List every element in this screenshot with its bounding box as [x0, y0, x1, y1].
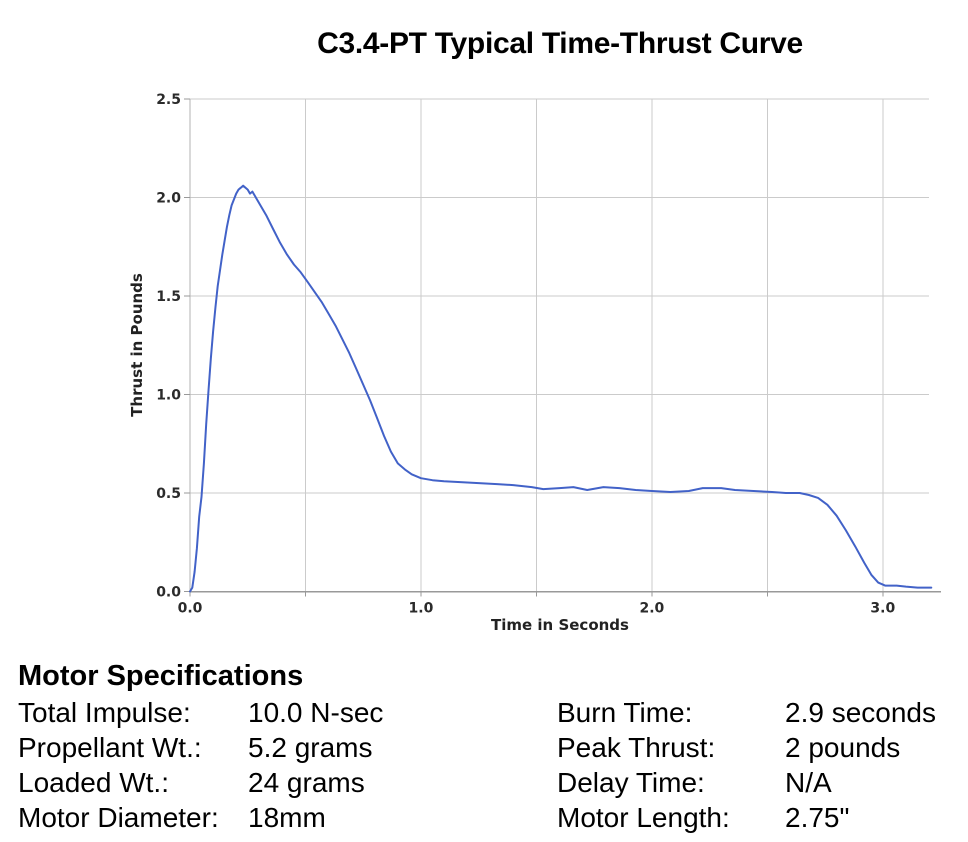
- y-axis-title: Thrust in Pounds: [128, 273, 146, 417]
- specs-header: Motor Specifications: [18, 660, 304, 692]
- x-tick-label: 2.0: [639, 601, 664, 617]
- spec-label: Motor Length:: [557, 802, 730, 833]
- spec-value: 18mm: [248, 802, 326, 833]
- spec-row-motor-diameter: Motor Diameter: 18mm: [18, 800, 518, 835]
- spec-row-delay-time: Delay Time: N/A: [557, 765, 968, 800]
- spec-label: Motor Diameter:: [18, 802, 219, 833]
- spec-value: 5.2 grams: [248, 732, 373, 763]
- y-tick-label: 2.5: [156, 92, 181, 108]
- spec-value: 2.75": [785, 802, 850, 833]
- spec-label: Propellant Wt.:: [18, 732, 202, 763]
- x-tick-label: 3.0: [870, 601, 895, 617]
- y-tick-label: 0.5: [156, 486, 181, 502]
- x-tick-label: 1.0: [409, 601, 434, 617]
- x-axis-title: Time in Seconds: [491, 616, 629, 634]
- specs-column-right: Burn Time: 2.9 seconds Peak Thrust: 2 po…: [557, 695, 968, 835]
- y-tick-label: 1.0: [156, 388, 181, 404]
- spec-label: Delay Time:: [557, 767, 705, 798]
- spec-row-total-impulse: Total Impulse: 10.0 N-sec: [18, 695, 518, 730]
- y-tick-label: 1.5: [156, 289, 181, 305]
- spec-value: 2.9 seconds: [785, 697, 936, 728]
- spec-row-loaded-wt: Loaded Wt.: 24 grams: [18, 765, 518, 800]
- spec-row-propellant-wt: Propellant Wt.: 5.2 grams: [18, 730, 518, 765]
- y-tick-label: 2.0: [156, 191, 181, 207]
- thrust-curve-line: [189, 184, 933, 593]
- spec-value: N/A: [785, 767, 832, 798]
- time-thrust-chart: 0.0 0.5 1.0 1.5 2.0 2.5 0.0 1.0 2.0 3.0: [156, 92, 941, 617]
- spec-value: 24 grams: [248, 767, 365, 798]
- spec-label: Loaded Wt.:: [18, 767, 169, 798]
- spec-label: Total Impulse:: [18, 697, 191, 728]
- spec-value: 10.0 N-sec: [248, 697, 384, 728]
- spec-value: 2 pounds: [785, 732, 901, 763]
- x-tick-label: 0.0: [178, 601, 203, 617]
- y-tick-label: 0.0: [156, 585, 181, 601]
- spec-row-peak-thrust: Peak Thrust: 2 pounds: [557, 730, 968, 765]
- spec-label: Burn Time:: [557, 697, 693, 728]
- motor-specifications: Motor Specifications Total Impulse: 10.0…: [18, 658, 958, 833]
- spec-label: Peak Thrust:: [557, 732, 716, 763]
- specs-column-left: Total Impulse: 10.0 N-sec Propellant Wt.…: [18, 695, 518, 835]
- spec-row-burn-time: Burn Time: 2.9 seconds: [557, 695, 968, 730]
- spec-row-motor-length: Motor Length: 2.75": [557, 800, 968, 835]
- chart-title: C3.4-PT Typical Time-Thrust Curve: [317, 27, 803, 60]
